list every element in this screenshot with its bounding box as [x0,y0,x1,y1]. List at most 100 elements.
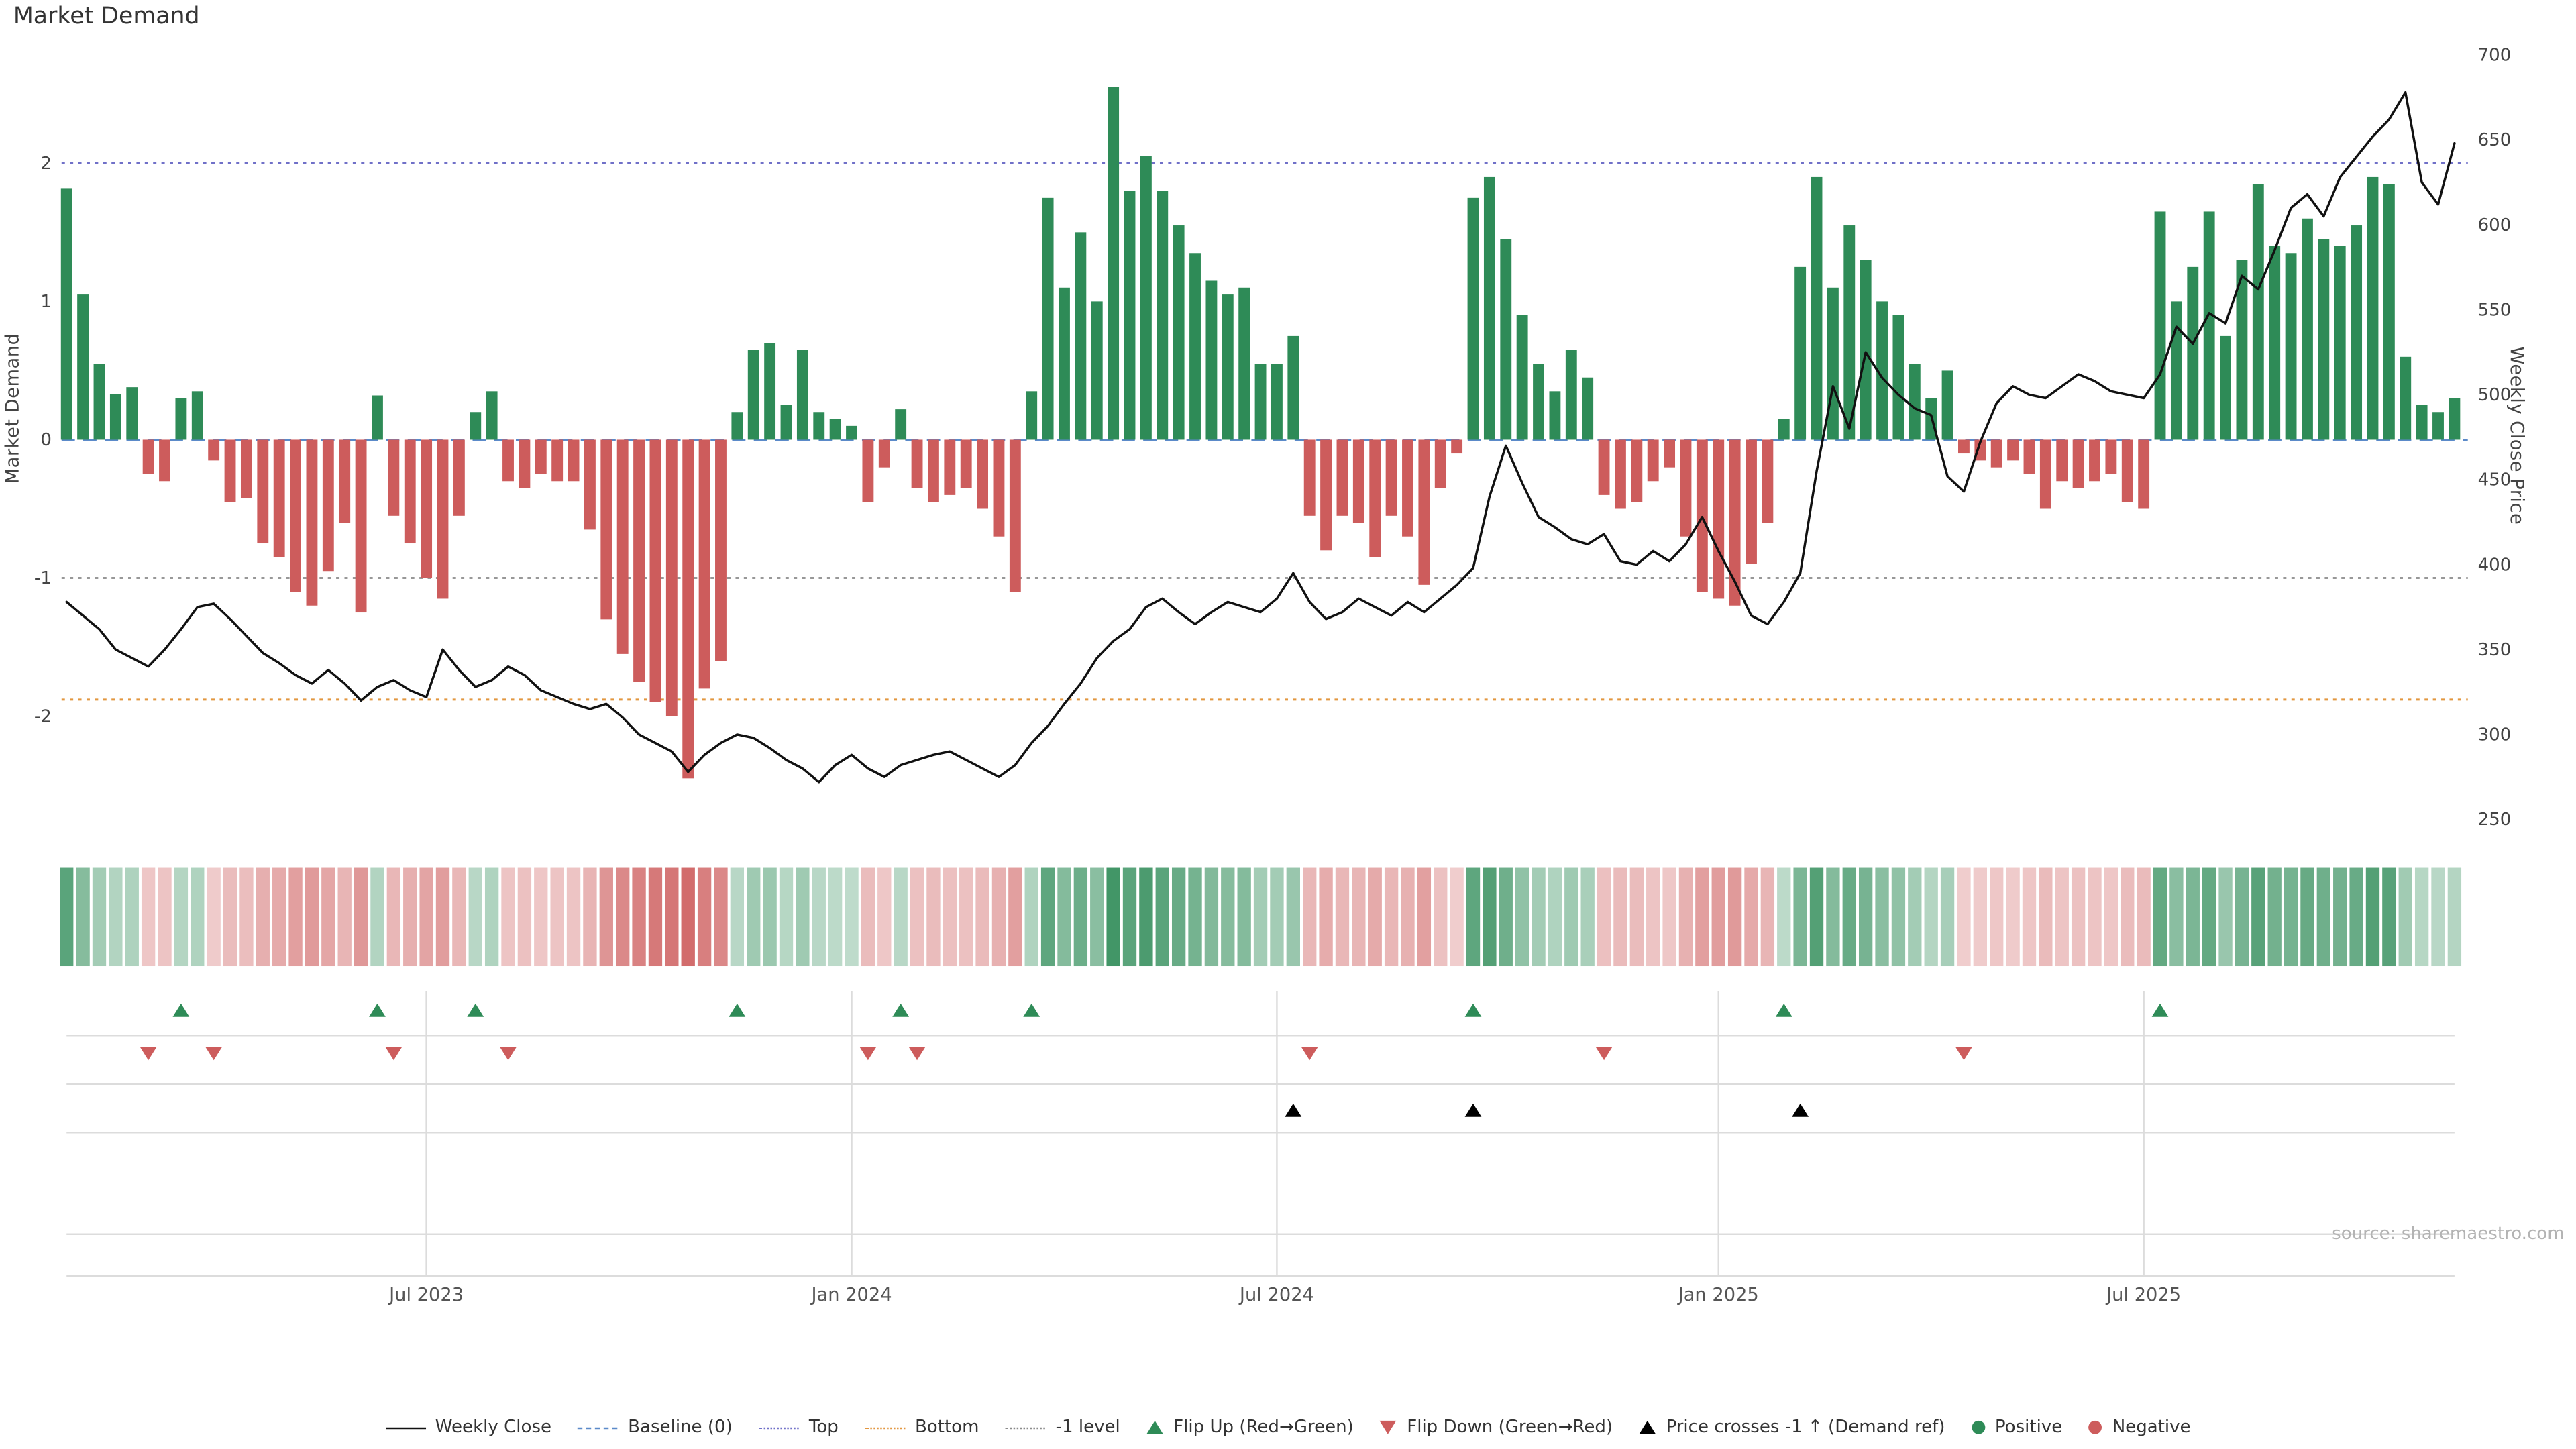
demand-bar [1794,266,1807,440]
demand-bar [1336,439,1348,516]
heatmap-cell [1466,867,1481,967]
heatmap-cell [1188,867,1202,967]
demand-bar [1059,287,1070,440]
heatmap-cell [1924,867,1938,967]
flip-down-marker [1301,1046,1318,1061]
heatmap-cell [60,867,74,967]
dotted-line-icon [1006,1426,1046,1429]
flip-down-marker [859,1046,877,1061]
demand-bar [1042,197,1054,440]
heatmap-cell [158,867,172,967]
triangle-up-icon [1146,1420,1164,1434]
green-dot-icon [1972,1420,1985,1434]
demand-bar [944,439,956,495]
legend-label-negative: Negative [2112,1417,2191,1438]
demand-bar [1500,239,1512,440]
demand-bar [2170,301,2182,440]
heatmap-cell [468,867,482,967]
demand-bar [2416,405,2428,440]
heatmap-cell [1139,867,1153,967]
heatmap-cell [2333,867,2347,967]
demand-bar [993,439,1005,537]
flip-down-marker [500,1046,517,1061]
heatmap-cell [1793,867,1807,967]
demand-bar [109,394,121,440]
left-axis-tick: 1 [40,292,52,312]
heatmap-cell [665,867,679,967]
heatmap-cell [812,867,826,967]
demand-bar [1303,439,1316,516]
demand-bar [1254,364,1267,440]
demand-bar [2269,246,2281,440]
legend-item-flip-up: Flip Up (Red→Green) [1146,1417,1354,1438]
heatmap-cell [1155,867,1169,967]
heatmap-cell [1073,867,1088,967]
price-cross-marker [1285,1103,1302,1117]
demand-bar [1565,350,1577,440]
heatmap-cell [959,867,973,967]
flip-down-marker [140,1046,157,1061]
right-axis-tick: 450 [2478,470,2512,490]
heatmap-cell [1090,867,1104,967]
dashed-line-icon [578,1426,619,1429]
demand-bar [60,188,72,440]
heatmap-cell [550,867,564,967]
demand-bar [960,439,972,488]
demand-bar [878,439,890,468]
heatmap-cell [1727,867,1742,967]
right-axis-tick: 650 [2478,130,2512,150]
x-axis-tick: Jul 2023 [388,1285,464,1305]
demand-bar [404,439,416,544]
flip-up-marker [729,1003,746,1017]
demand-bar [257,439,269,544]
demand-bar [1451,439,1463,454]
left-axis-tick: 2 [40,154,52,174]
heatmap-cell [1483,867,1497,967]
demand-bar [731,412,743,440]
demand-bar [372,395,383,440]
demand-bar [2449,398,2461,440]
left-axis-tick: 0 [40,430,52,450]
demand-bar [2351,225,2363,440]
heatmap-cell [681,867,695,967]
demand-bar [665,439,678,716]
heatmap-cell [92,867,107,967]
price-cross-marker [1464,1103,1482,1117]
demand-bar [437,439,449,599]
heatmap-cell [616,867,630,967]
heatmap-cell [1122,867,1137,967]
heatmap-cell [1760,867,1775,967]
flip-down-marker [1955,1046,1972,1061]
heatmap-cell [191,867,205,967]
demand-bar [2252,184,2264,440]
heatmap-cell [2382,867,2396,967]
left-axis-tick: -1 [34,568,52,588]
demand-bar [682,439,694,779]
right-axis-tick: 350 [2478,640,2512,660]
heatmap-cell [1646,867,1660,967]
heatmap-cell [1809,867,1824,967]
demand-bar [600,439,612,620]
heatmap-cell [779,867,794,967]
demand-bar [2367,176,2379,440]
heatmap-cell [632,867,646,967]
heatmap-cell [386,867,401,967]
heatmap-cell [975,867,989,967]
demand-bar [1615,439,1626,509]
heatmap-cell [484,867,499,967]
heatmap-cell [1678,867,1693,967]
demand-bar [1369,439,1381,557]
demand-bar [159,439,170,482]
demand-bar [273,439,285,557]
heatmap-cell [2316,867,2331,967]
heatmap-cell [1221,867,1235,967]
demand-bar [1664,439,1676,468]
heatmap-cell [1204,867,1219,967]
heatmap-cell [910,867,924,967]
heatmap-cell [2055,867,2069,967]
heatmap-cell [2006,867,2020,967]
heatmap-cell [1253,867,1268,967]
heatmap-cell [517,867,532,967]
